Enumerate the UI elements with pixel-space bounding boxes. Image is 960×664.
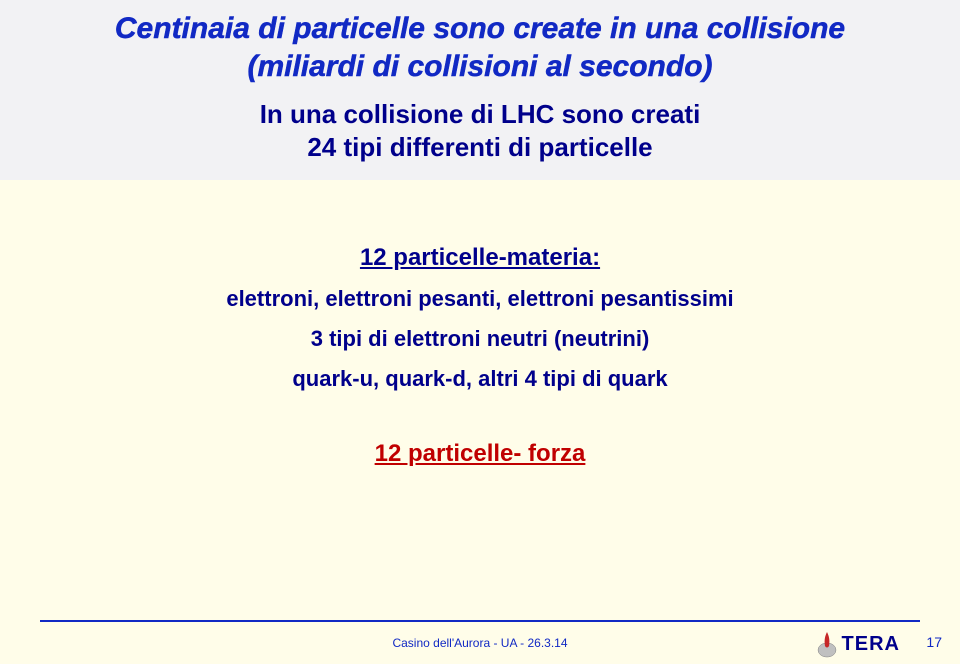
title-line-1: Centinaia di particelle sono create in u… (0, 10, 960, 48)
slide-subheader: In una collisione di LHC sono creati 24 … (0, 98, 960, 163)
footer: Casino dell'Aurora - UA - 26.3.14 TERA 1… (0, 620, 960, 664)
content-block: 12 particelle-materia: elettroni, elettr… (0, 244, 960, 468)
footer-divider (40, 620, 920, 622)
page-number: 17 (926, 634, 942, 650)
title-line-2: (miliardi di collisioni al secondo) (0, 48, 960, 86)
subheader-line-2: 24 tipi differenti di particelle (0, 131, 960, 164)
content-line: quark-u, quark-d, altri 4 tipi di quark (0, 366, 960, 392)
logo-text: TERA (842, 633, 900, 656)
tera-logo: TERA (816, 630, 900, 658)
slide-title: Centinaia di particelle sono create in u… (0, 10, 960, 87)
content-line: 3 tipi di elettroni neutri (neutrini) (0, 326, 960, 352)
section-title: 12 particelle-materia: (0, 244, 960, 272)
content-line: elettroni, elettroni pesanti, elettroni … (0, 286, 960, 312)
forces-title: 12 particelle- forza (0, 440, 960, 468)
tera-logo-icon (816, 630, 838, 658)
subheader-line-1: In una collisione di LHC sono creati (0, 98, 960, 131)
